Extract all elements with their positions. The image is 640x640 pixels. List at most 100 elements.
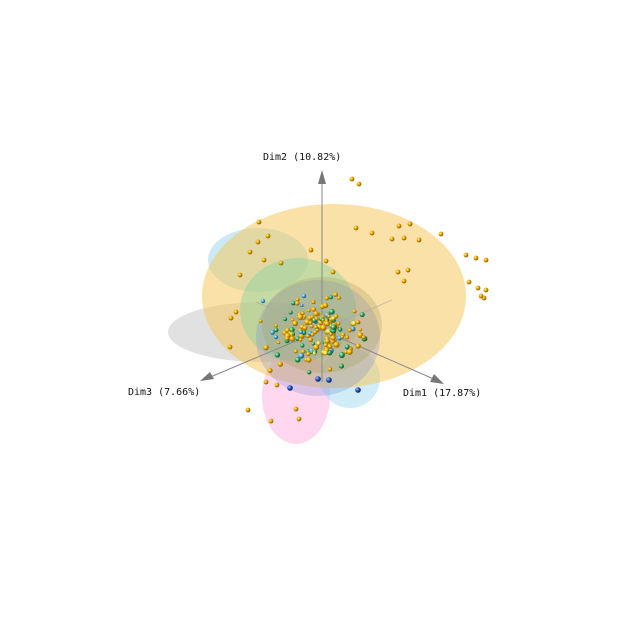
point-orange — [345, 335, 350, 340]
point-blue — [355, 387, 361, 393]
point-sky — [273, 334, 279, 340]
point-green — [288, 310, 293, 315]
point-orange — [323, 342, 328, 348]
point-orange — [313, 344, 320, 351]
point-orange — [267, 367, 273, 374]
point-orange — [308, 247, 314, 253]
point-orange — [356, 181, 362, 187]
point-orange — [336, 321, 341, 326]
point-green — [273, 327, 279, 333]
point-orange — [355, 319, 361, 325]
point-orange — [313, 311, 319, 317]
point-orange — [438, 231, 444, 237]
point-orange — [268, 418, 274, 424]
point-sky — [260, 298, 266, 304]
point-orange — [306, 351, 311, 357]
point-orange — [478, 293, 484, 299]
point-yellow — [331, 316, 336, 321]
point-green — [338, 327, 343, 332]
point-yellow — [316, 341, 321, 346]
axis-dim2-arrow — [318, 170, 326, 184]
point-green — [291, 300, 296, 306]
point-orange — [475, 285, 481, 291]
point-orange — [278, 260, 284, 266]
point-orange — [307, 308, 311, 313]
axis-label-dim1: Dim1 (17.87%) — [403, 388, 481, 399]
point-green — [283, 317, 288, 322]
point-orange — [295, 297, 300, 302]
point-orange — [274, 382, 280, 388]
point-orange — [306, 357, 312, 363]
point-orange — [389, 236, 395, 242]
point-orange — [395, 269, 401, 275]
axis-label-dim2: Dim2 (10.82%) — [263, 152, 341, 163]
point-green — [311, 342, 316, 346]
point-orange — [263, 379, 269, 385]
point-orange — [405, 267, 411, 273]
point-orange — [302, 325, 308, 331]
point-orange — [255, 239, 261, 245]
point-green — [338, 352, 345, 358]
point-orange — [313, 325, 318, 330]
point-blue — [287, 385, 293, 391]
point-orange — [466, 279, 472, 285]
point-orange — [261, 257, 267, 263]
point-orange — [247, 249, 253, 255]
point-orange — [483, 257, 489, 263]
point-orange — [276, 340, 281, 345]
point-orange — [416, 237, 422, 243]
point-green — [329, 308, 335, 315]
point-orange — [483, 287, 489, 293]
point-orange — [292, 320, 298, 327]
point-sky — [270, 330, 275, 335]
point-blue — [326, 377, 332, 383]
axis-dim3-arrow — [200, 372, 214, 381]
point-orange — [294, 300, 300, 306]
point-orange — [314, 316, 319, 321]
point-orange — [237, 272, 243, 278]
point-orange — [401, 235, 407, 241]
point-orange — [396, 223, 402, 229]
point-orange — [311, 306, 317, 312]
point-orange — [310, 315, 314, 319]
point-orange — [352, 309, 357, 314]
point-orange — [293, 406, 299, 412]
point-orange — [324, 320, 330, 327]
point-green — [359, 312, 365, 318]
point-orange — [318, 320, 324, 326]
point-yellow — [323, 350, 328, 356]
point-orange — [274, 323, 279, 328]
point-orange — [227, 344, 233, 350]
point-green — [300, 343, 305, 348]
point-orange — [256, 219, 262, 225]
point-orange — [320, 324, 327, 331]
point-green — [344, 344, 350, 350]
point-orange — [296, 416, 302, 422]
point-orange — [265, 233, 271, 239]
point-orange — [473, 255, 479, 261]
point-sky — [298, 352, 305, 359]
point-green — [307, 370, 312, 375]
point-orange — [263, 344, 269, 351]
point-orange — [304, 319, 311, 325]
point-orange — [289, 336, 296, 342]
point-orange — [233, 309, 239, 315]
point-green — [328, 295, 333, 300]
point-orange — [303, 314, 307, 319]
point-orange — [245, 407, 251, 413]
point-orange — [358, 327, 363, 332]
point-orange — [323, 258, 329, 264]
point-orange — [357, 332, 364, 338]
point-green — [289, 326, 295, 333]
point-orange — [340, 335, 345, 339]
point-blue — [315, 376, 321, 382]
point-orange — [330, 335, 336, 341]
point-orange — [353, 225, 359, 231]
point-orange — [327, 314, 331, 319]
point-orange — [321, 318, 325, 322]
point-orange — [308, 337, 313, 343]
point-orange — [284, 335, 290, 341]
point-orange — [324, 338, 330, 344]
point-orange — [293, 349, 298, 354]
